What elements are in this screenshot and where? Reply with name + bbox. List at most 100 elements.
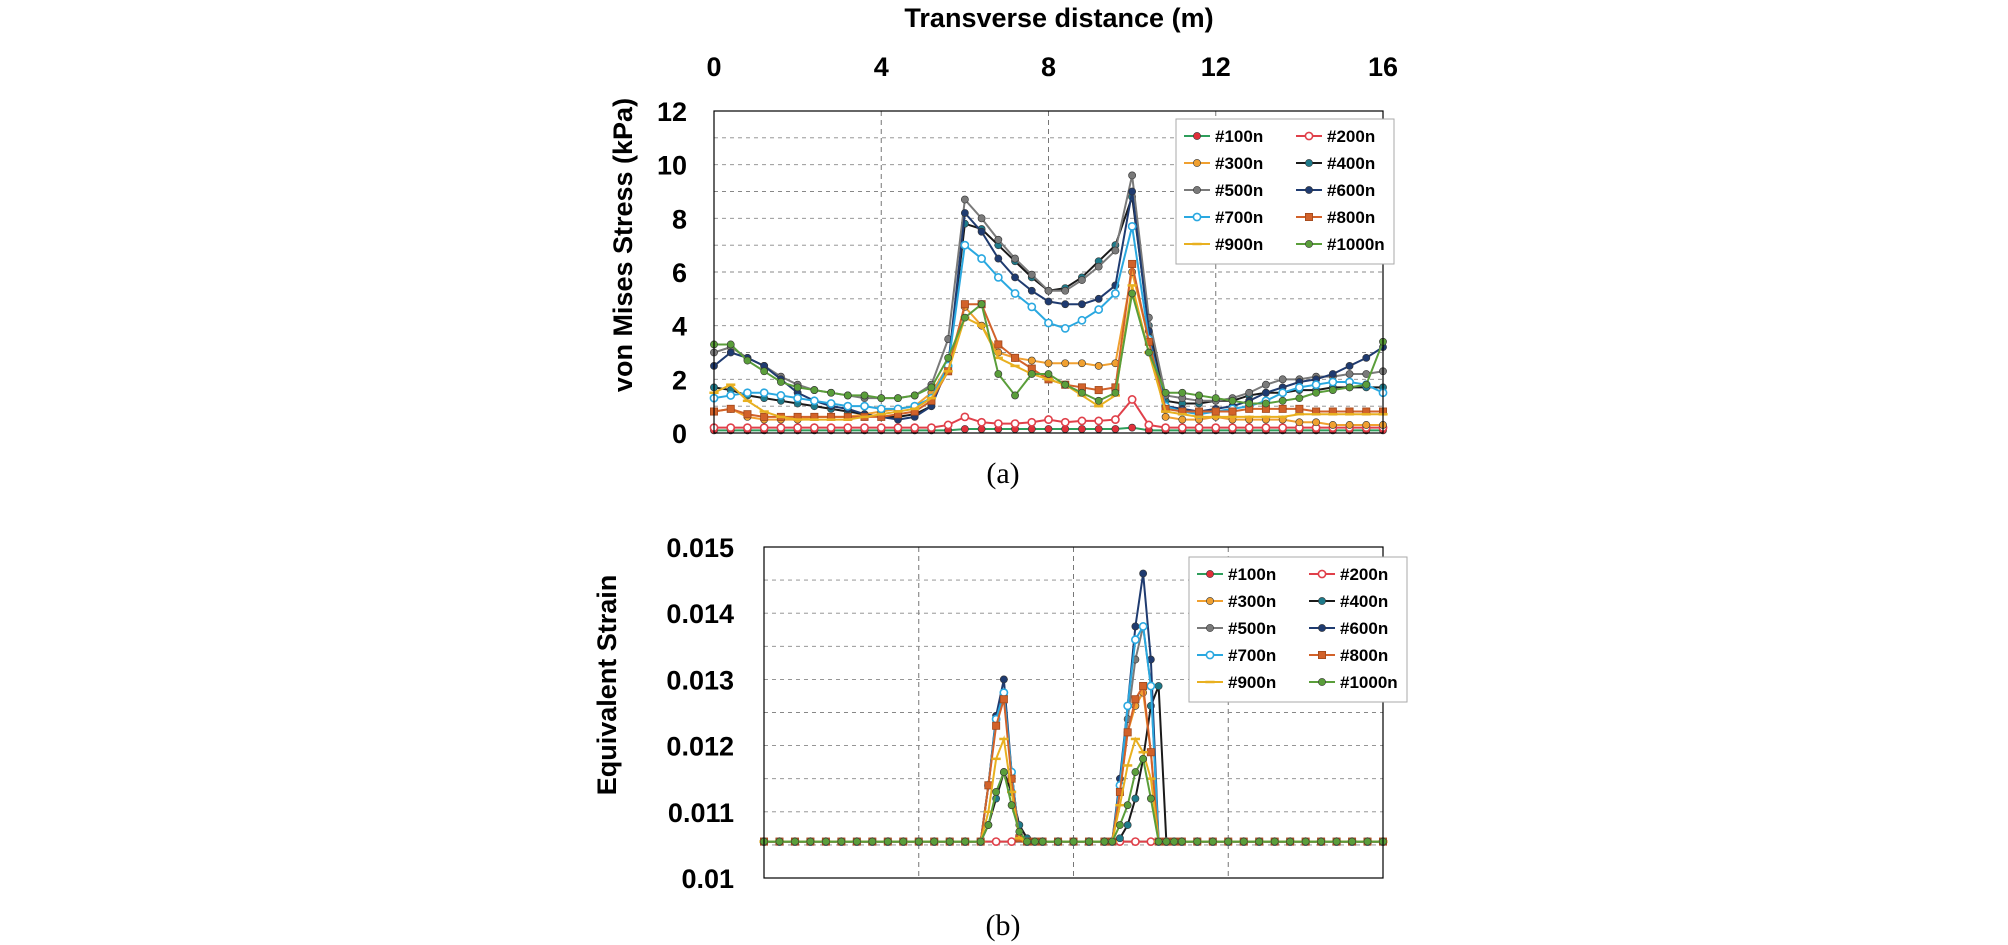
chart-a-point bbox=[1010, 419, 1020, 429]
chart-a-point bbox=[726, 340, 735, 349]
chart-b-point bbox=[1317, 837, 1325, 846]
chart-b-legend-item: #400n bbox=[1309, 592, 1388, 611]
chart-a-point bbox=[1061, 359, 1070, 368]
chart-a-point bbox=[1111, 415, 1120, 424]
chart-a-point bbox=[1111, 289, 1120, 298]
chart-a-point bbox=[1128, 259, 1137, 268]
chart-a-point bbox=[793, 423, 803, 433]
chart-b-legend-swatch-marker bbox=[1318, 678, 1326, 686]
chart-a-legend-item: #300n bbox=[1184, 154, 1263, 173]
chart-b-point bbox=[1146, 748, 1155, 757]
chart-b-point bbox=[1108, 837, 1117, 846]
chart-b-point bbox=[991, 837, 1001, 846]
chart-a-point bbox=[1228, 423, 1237, 433]
chart-b-point bbox=[1224, 837, 1233, 846]
chart-b-legend-label: #300n bbox=[1228, 592, 1276, 611]
chart-a-point bbox=[1195, 407, 1204, 416]
chart-b-point bbox=[1054, 837, 1062, 846]
chart-a-point bbox=[1295, 418, 1304, 427]
chart-a-point bbox=[743, 410, 752, 419]
chart-a-point bbox=[810, 386, 819, 394]
chart-a-legend-item: #500n bbox=[1184, 181, 1263, 200]
chart-b-series bbox=[759, 569, 1388, 846]
chart-a-legend-swatch-marker bbox=[1305, 240, 1313, 248]
chart-a-point bbox=[1328, 377, 1338, 387]
chart-b-legend-item: #600n bbox=[1309, 619, 1388, 638]
chart-a-point bbox=[1177, 423, 1187, 433]
chart-a-point bbox=[960, 300, 969, 309]
chart-a-point bbox=[1328, 421, 1337, 429]
chart-a-point bbox=[760, 367, 769, 376]
chart-b-point bbox=[1030, 837, 1039, 846]
chart-b-point bbox=[1123, 701, 1133, 711]
chart-a-point bbox=[1027, 286, 1036, 295]
chart-b-point bbox=[914, 837, 923, 846]
chart-a-point bbox=[1027, 370, 1036, 378]
chart-a-point bbox=[1194, 423, 1204, 433]
chart-b-point bbox=[1270, 837, 1279, 846]
chart-a-point bbox=[793, 383, 802, 392]
chart-a-point bbox=[1011, 273, 1019, 282]
chart-a-point bbox=[960, 240, 970, 250]
chart-a-legend-item: #100n bbox=[1184, 127, 1263, 146]
chart-b-legend-label: #200n bbox=[1340, 565, 1388, 584]
chart-b-legend-item: #900n bbox=[1197, 673, 1276, 692]
chart-a-point bbox=[1362, 353, 1371, 362]
chart-a-point bbox=[1094, 386, 1103, 395]
chart-a-point bbox=[1195, 391, 1203, 400]
chart-b-point bbox=[1301, 837, 1310, 846]
chart-b-legend-label: #900n bbox=[1228, 673, 1276, 692]
chart-a-y-tick-label: 2 bbox=[672, 365, 687, 395]
chart-a-legend-swatch-marker bbox=[1305, 186, 1313, 194]
chart-a-point bbox=[1094, 262, 1103, 271]
chart-a-point bbox=[876, 423, 886, 433]
chart-a-point bbox=[894, 394, 902, 403]
chart-b-point bbox=[999, 768, 1008, 776]
chart-a-legend-item: #900n bbox=[1184, 235, 1263, 254]
chart-a-legend-item: #400n bbox=[1296, 154, 1375, 173]
chart-b-point bbox=[1131, 635, 1140, 645]
chart-b-point bbox=[1239, 837, 1248, 846]
chart-b-legend-swatch-marker bbox=[1206, 624, 1214, 632]
chart-b-point bbox=[1332, 837, 1341, 846]
chart-b-legend-label: #1000n bbox=[1340, 673, 1398, 692]
chart-a-point bbox=[1345, 362, 1354, 370]
chart-b-y-ticks: 0.01 0.011 0.012 0.013 0.014 0.015 bbox=[666, 533, 734, 894]
chart-b-legend-label: #400n bbox=[1340, 592, 1388, 611]
chart-a-point bbox=[860, 401, 869, 411]
chart-a-point bbox=[1078, 276, 1086, 284]
chart-b-point bbox=[899, 837, 908, 846]
chart-a-legend-swatch-marker bbox=[1305, 212, 1314, 221]
chart-a-point bbox=[1294, 382, 1304, 392]
chart-a-point bbox=[1077, 416, 1087, 426]
chart-a-legend-label: #300n bbox=[1215, 154, 1263, 173]
chart-b-point bbox=[852, 837, 861, 846]
chart-a-point bbox=[1328, 370, 1337, 378]
chart-a-legend-label: #400n bbox=[1327, 154, 1375, 173]
chart-a-point bbox=[876, 404, 886, 414]
chart-a-point bbox=[1027, 270, 1036, 279]
chart-b-point bbox=[1038, 837, 1047, 846]
chart-a-legend-item: #600n bbox=[1296, 181, 1375, 200]
chart-a-point bbox=[1278, 388, 1288, 398]
chart-a-legend-item: #800n bbox=[1296, 208, 1375, 227]
chart-b-point bbox=[1123, 728, 1132, 737]
chart-b: Equivalent Strain 0.010.0110.0120.0130.0… bbox=[592, 533, 1408, 942]
chart-a-point bbox=[1144, 348, 1153, 357]
chart-a-legend-label: #1000n bbox=[1327, 235, 1385, 254]
chart-b-y-tick-label: 0.015 bbox=[666, 533, 734, 563]
chart-a-point bbox=[1044, 297, 1053, 306]
chart-a-point bbox=[977, 214, 986, 223]
chart-a-point bbox=[1061, 380, 1070, 389]
chart-a-point bbox=[1027, 417, 1037, 427]
chart-b-legend-label: #700n bbox=[1228, 646, 1276, 665]
chart-b-legend-label: #500n bbox=[1228, 619, 1276, 638]
chart-a-point bbox=[977, 417, 986, 427]
chart-a-point bbox=[1078, 388, 1086, 397]
chart-a-point bbox=[1127, 221, 1137, 231]
chart-a-point bbox=[1262, 380, 1270, 389]
chart-a-point bbox=[1094, 396, 1103, 405]
chart-a-point bbox=[777, 378, 785, 386]
chart-a-x-tick-label: 16 bbox=[1368, 52, 1398, 82]
chart-b-y-tick-label: 0.01 bbox=[681, 864, 734, 894]
